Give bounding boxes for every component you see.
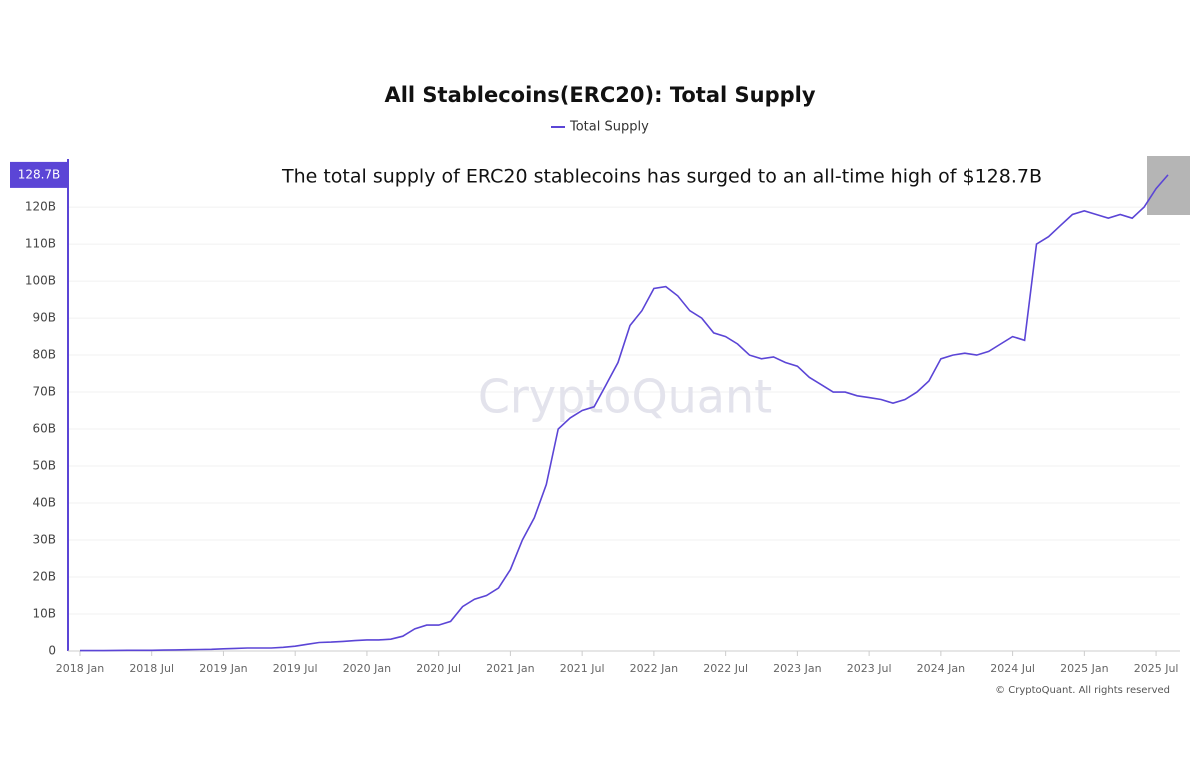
x-tick-label: 2022 Jul xyxy=(703,662,748,675)
credit: © CryptoQuant. All rights reserved xyxy=(995,685,1170,696)
y-tick-label: 100B xyxy=(25,274,56,288)
y-tick-label: 0 xyxy=(48,644,56,658)
x-tick-label: 2019 Jul xyxy=(273,662,318,675)
x-tick-label: 2025 Jan xyxy=(1060,662,1108,675)
highlight-badge xyxy=(10,161,68,188)
x-tick-label: 2023 Jan xyxy=(773,662,821,675)
x-tick-label: 2024 Jul xyxy=(990,662,1035,675)
y-tick-label: 80B xyxy=(32,348,56,362)
y-tick-label: 110B xyxy=(25,237,56,251)
x-tick-label: 2018 Jul xyxy=(129,662,174,675)
y-tick-label: 70B xyxy=(32,385,56,399)
legend-label: Total Supply xyxy=(569,120,649,135)
highlight-label: 128.7B xyxy=(18,167,61,181)
y-tick-label: 120B xyxy=(25,200,56,214)
y-tick-label: 40B xyxy=(32,496,56,510)
watermark: CryptoQuant xyxy=(478,370,772,424)
y-tick-label: 60B xyxy=(32,422,56,436)
x-tick-label: 2025 Jul xyxy=(1134,662,1179,675)
x-tick-label: 2023 Jul xyxy=(847,662,892,675)
x-tick-label: 2020 Jul xyxy=(416,662,461,675)
x-tick-label: 2022 Jan xyxy=(630,662,678,675)
y-tick-label: 20B xyxy=(32,570,56,584)
y-tick-label: 50B xyxy=(32,459,56,473)
x-tick-label: 2021 Jul xyxy=(560,662,605,675)
annotation: The total supply of ERC20 stablecoins ha… xyxy=(281,166,1042,188)
x-tick-label: 2020 Jan xyxy=(343,662,391,675)
x-tick-label: 2021 Jan xyxy=(486,662,534,675)
y-tick-label: 30B xyxy=(32,533,56,547)
chart-title: All Stablecoins(ERC20): Total Supply xyxy=(384,83,815,107)
x-tick-label: 2019 Jan xyxy=(199,662,247,675)
highlight-box xyxy=(1147,156,1190,215)
y-tick-label: 10B xyxy=(32,607,56,621)
x-tick-label: 2018 Jan xyxy=(56,662,104,675)
line-series xyxy=(80,174,1169,652)
y-tick-label: 90B xyxy=(32,311,56,325)
x-tick-label: 2024 Jan xyxy=(917,662,965,675)
